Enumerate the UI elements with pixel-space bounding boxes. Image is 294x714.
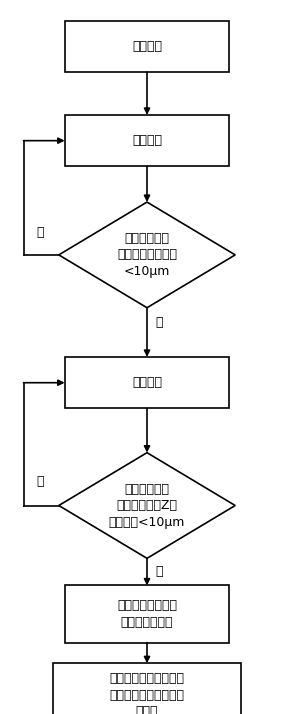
Bar [65,585,229,643]
Bar [53,663,241,714]
Bar [65,21,229,72]
Text: 元件调平: 元件调平 [132,376,162,389]
Text: 元件调正: 元件调正 [132,134,162,147]
Bar [65,115,229,166]
Text: 是: 是 [155,565,163,578]
Text: 表面距边对称
四个触发点的Z向
坐标差值<10μm: 表面距边对称 四个触发点的Z向 坐标差值<10μm [109,483,185,528]
Bar [65,357,229,408]
Text: 元件装夹: 元件装夹 [132,40,162,53]
Polygon shape [59,453,235,558]
Text: 移动工作台使光学元件
中心与等离子体炬管中
心重合: 移动工作台使光学元件 中心与等离子体炬管中 心重合 [109,673,185,714]
Text: 否: 否 [36,475,44,488]
Text: 两触发点平行
于侧边的坐标差值
<10μm: 两触发点平行 于侧边的坐标差值 <10μm [117,232,177,278]
Text: 否: 否 [36,226,44,238]
Text: 是: 是 [155,316,163,329]
Text: 确定元件相对触发
测头的中心坐标: 确定元件相对触发 测头的中心坐标 [117,599,177,629]
Polygon shape [59,202,235,308]
